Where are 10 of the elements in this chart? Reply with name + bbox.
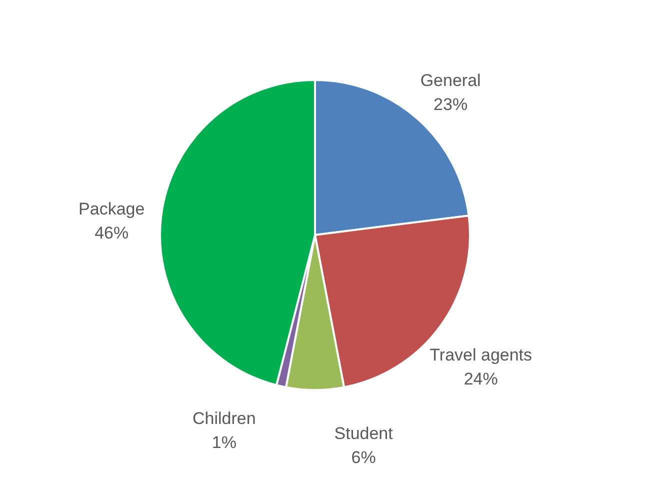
slice-label: Student xyxy=(334,424,394,444)
slice-label: General xyxy=(420,71,481,90)
data-label: 23% xyxy=(434,95,468,114)
data-label: 1% xyxy=(212,432,236,452)
slice-label: Package xyxy=(78,199,145,218)
data-label: 46% xyxy=(94,223,129,242)
data-label: 24% xyxy=(464,369,498,388)
slice-label: Travel agents xyxy=(430,345,532,364)
data-label: 6% xyxy=(351,448,376,468)
slice-label: Children xyxy=(192,408,256,428)
